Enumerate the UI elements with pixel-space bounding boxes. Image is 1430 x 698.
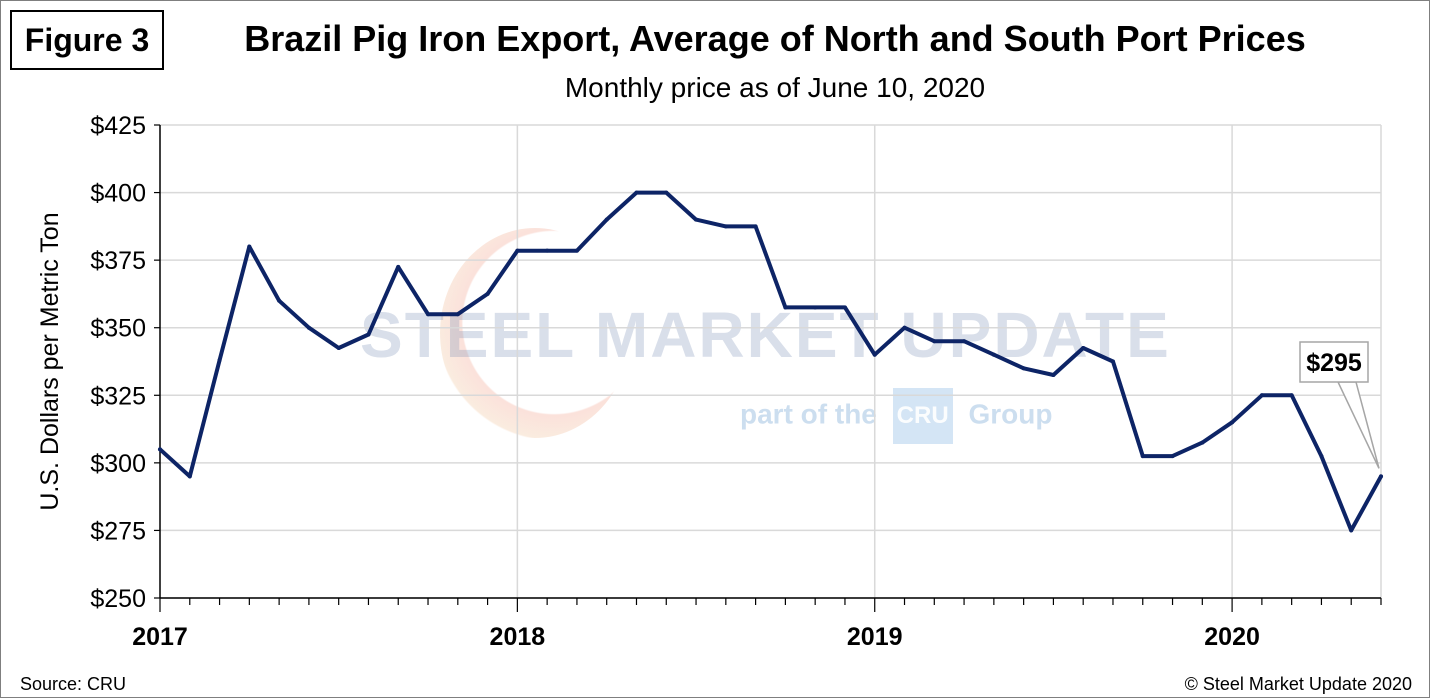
x-tick-label: 2019 bbox=[847, 623, 903, 651]
data-point bbox=[1081, 345, 1086, 350]
data-point bbox=[485, 291, 490, 296]
y-axis-label: U.S. Dollars per Metric Ton bbox=[36, 212, 64, 510]
data-point bbox=[842, 305, 847, 310]
data-point bbox=[694, 217, 699, 222]
y-tick-label: $425 bbox=[90, 112, 146, 140]
data-point bbox=[1021, 366, 1026, 371]
data-point bbox=[962, 339, 967, 344]
data-point bbox=[723, 224, 728, 229]
data-point bbox=[306, 325, 311, 330]
data-point bbox=[872, 352, 877, 357]
data-point bbox=[545, 248, 550, 253]
data-point bbox=[187, 474, 192, 479]
y-tick-label: $325 bbox=[90, 382, 146, 410]
data-point bbox=[1319, 454, 1324, 459]
callout-box bbox=[1299, 341, 1369, 383]
figure-label: Figure 3 bbox=[10, 10, 164, 70]
data-point bbox=[1230, 420, 1235, 425]
data-point bbox=[1349, 528, 1354, 533]
data-point bbox=[634, 190, 639, 195]
data-point bbox=[1200, 440, 1205, 445]
data-point bbox=[336, 345, 341, 350]
data-point bbox=[574, 248, 579, 253]
x-tick-label: 2020 bbox=[1204, 623, 1260, 651]
data-point bbox=[1110, 359, 1115, 364]
y-tick-label: $275 bbox=[90, 517, 146, 545]
y-tick-label: $350 bbox=[90, 315, 146, 343]
data-point bbox=[1170, 454, 1175, 459]
data-point bbox=[247, 244, 252, 249]
data-point bbox=[1051, 373, 1056, 378]
data-point bbox=[1379, 474, 1383, 479]
source-note: Source: CRU bbox=[20, 674, 127, 694]
x-tick-label: 2017 bbox=[132, 623, 188, 651]
callout-label: $295 bbox=[1306, 349, 1362, 377]
x-tick-label: 2018 bbox=[490, 623, 546, 651]
data-point bbox=[902, 325, 907, 330]
data-point bbox=[604, 217, 609, 222]
y-tick-label: $250 bbox=[90, 585, 146, 613]
data-point bbox=[1259, 393, 1264, 398]
data-point bbox=[396, 264, 401, 269]
data-point bbox=[1140, 454, 1145, 459]
data-point bbox=[991, 352, 996, 357]
chart-subtitle: Monthly price as of June 10, 2020 bbox=[564, 72, 986, 103]
data-point bbox=[158, 447, 162, 452]
data-point bbox=[783, 305, 788, 310]
data-point bbox=[753, 224, 758, 229]
data-point bbox=[217, 358, 222, 363]
y-tick-label: $375 bbox=[90, 247, 146, 275]
copyright-note: © Steel Market Update 2020 bbox=[1184, 674, 1412, 694]
data-point bbox=[664, 190, 669, 195]
chart-title: Brazil Pig Iron Export, Average of North… bbox=[244, 18, 1306, 59]
data-point bbox=[277, 298, 282, 303]
data-point bbox=[426, 312, 431, 317]
y-tick-label: $400 bbox=[90, 180, 146, 208]
series-line bbox=[158, 190, 1383, 533]
data-point bbox=[813, 305, 818, 310]
data-point bbox=[932, 339, 937, 344]
data-point bbox=[1289, 393, 1294, 398]
data-point bbox=[455, 312, 460, 317]
data-point bbox=[515, 248, 520, 253]
data-point bbox=[366, 332, 371, 337]
y-tick-label: $300 bbox=[90, 450, 146, 478]
